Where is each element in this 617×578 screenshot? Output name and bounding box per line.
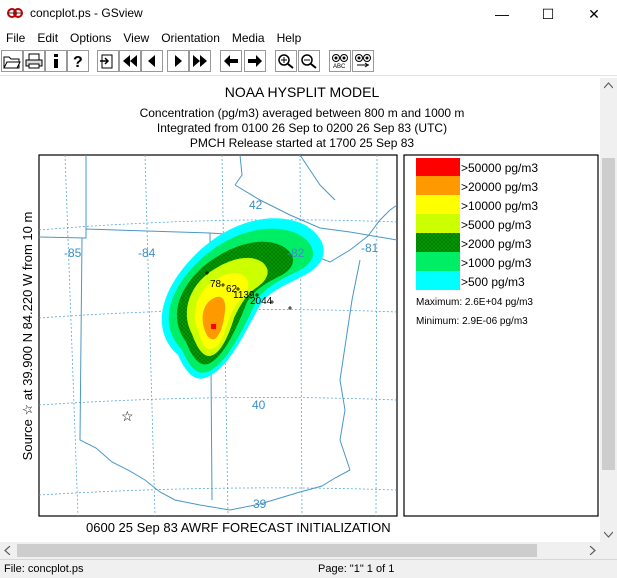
lat-label: 39 bbox=[253, 497, 267, 511]
plot-subtitle-release: PMCH Release started at 1700 25 Sep 83 bbox=[190, 136, 414, 150]
legend-swatch bbox=[416, 176, 460, 195]
close-button[interactable]: ✕ bbox=[588, 5, 600, 22]
scroll-down-icon[interactable] bbox=[604, 530, 613, 538]
maximize-button[interactable]: ☐ bbox=[541, 5, 555, 22]
source-star-icon: ☆ bbox=[121, 408, 134, 424]
toolbar: ? ABC bbox=[0, 48, 617, 76]
menu-file[interactable]: File bbox=[6, 31, 26, 45]
document-viewport[interactable]: NOAA HYSPLIT MODEL Concentration (pg/m3)… bbox=[0, 78, 600, 542]
concentration-plume bbox=[161, 218, 324, 379]
legend-label: >1000 pg/m3 bbox=[461, 256, 532, 270]
horizontal-scrollbar[interactable] bbox=[0, 542, 600, 559]
back-icon[interactable] bbox=[220, 50, 242, 72]
print-icon[interactable] bbox=[23, 50, 45, 72]
lon-label: -82 bbox=[287, 246, 305, 260]
help-icon[interactable]: ? bbox=[67, 50, 89, 72]
legend-label: >20000 pg/m3 bbox=[461, 180, 538, 194]
legend-entry: >1000 pg/m3 bbox=[416, 252, 532, 271]
scroll-right-icon[interactable] bbox=[588, 546, 596, 555]
menu-orientation[interactable]: Orientation bbox=[161, 31, 220, 45]
legend-entry: >2000 pg/m3 bbox=[416, 233, 532, 252]
legend-entry: >5000 pg/m3 bbox=[416, 214, 532, 233]
horizontal-scroll-thumb[interactable] bbox=[17, 544, 537, 557]
sampler-label: 62 bbox=[226, 284, 238, 295]
svg-text:?: ? bbox=[73, 54, 83, 69]
plot-subtitle-concentration: Concentration (pg/m3) averaged between 8… bbox=[140, 106, 465, 120]
legend-swatch bbox=[416, 158, 460, 176]
gsview-app-icon[interactable] bbox=[7, 5, 23, 21]
legend-swatch bbox=[416, 195, 460, 214]
info-icon[interactable] bbox=[45, 50, 67, 72]
find-next-icon[interactable] bbox=[352, 50, 374, 72]
legend-entry: >10000 pg/m3 bbox=[416, 195, 538, 214]
lon-label: -81 bbox=[361, 241, 379, 255]
svg-text:ABC: ABC bbox=[333, 64, 346, 69]
legend-swatch bbox=[416, 214, 460, 233]
window-title: concplot.ps - GSview bbox=[30, 6, 143, 20]
vertical-scrollbar[interactable] bbox=[600, 78, 617, 542]
goto-page-icon[interactable] bbox=[97, 50, 119, 72]
maximum-label: Maximum: 2.6E+04 pg/m3 bbox=[416, 297, 533, 308]
menu-edit[interactable]: Edit bbox=[37, 31, 59, 45]
hysplit-plot: NOAA HYSPLIT MODEL Concentration (pg/m3)… bbox=[20, 84, 599, 535]
sampler-label: 78 bbox=[210, 279, 222, 290]
scroll-left-icon[interactable] bbox=[4, 546, 12, 555]
lon-label: -84 bbox=[138, 246, 156, 260]
find-icon[interactable]: ABC bbox=[329, 50, 351, 72]
menu-help[interactable]: Help bbox=[276, 31, 302, 45]
sampler-label: 2044 bbox=[250, 296, 273, 307]
status-file: File: concplot.ps bbox=[4, 563, 84, 575]
legend-label: >2000 pg/m3 bbox=[461, 237, 532, 251]
zoom-out-icon[interactable] bbox=[298, 50, 320, 72]
legend: >50000 pg/m3 >20000 pg/m3 >10000 pg/m3 >… bbox=[416, 158, 538, 327]
minimize-button[interactable]: — bbox=[495, 6, 509, 22]
plot-subtitle-integrated: Integrated from 0100 26 Sep to 0200 26 S… bbox=[157, 121, 447, 135]
vertical-scroll-thumb[interactable] bbox=[602, 158, 615, 470]
legend-entry: >50000 pg/m3 bbox=[416, 158, 538, 176]
sampler-labels: 78 62 1139 2044 bbox=[210, 279, 273, 307]
menu-bar: File Edit Options View Orientation Media… bbox=[0, 28, 617, 48]
first-page-icon[interactable] bbox=[119, 50, 141, 72]
next-page-icon[interactable] bbox=[167, 50, 189, 72]
legend-label: >10000 pg/m3 bbox=[461, 199, 538, 213]
title-bar: concplot.ps - GSview — ☐ ✕ bbox=[0, 0, 617, 28]
source-location-label: Source ☆ at 39.900 N 84.220 W from 10 m bbox=[20, 212, 35, 461]
legend-label: >5000 pg/m3 bbox=[461, 218, 532, 232]
scroll-up-icon[interactable] bbox=[604, 82, 613, 90]
previous-page-icon[interactable] bbox=[141, 50, 163, 72]
last-page-icon[interactable] bbox=[189, 50, 211, 72]
scrollbar-corner bbox=[600, 542, 617, 559]
zoom-in-icon[interactable] bbox=[275, 50, 297, 72]
status-bar: File: concplot.ps Page: "1" 1 of 1 bbox=[0, 559, 617, 578]
open-icon[interactable] bbox=[1, 50, 23, 72]
legend-entry: >20000 pg/m3 bbox=[416, 176, 538, 195]
minimum-label: Minimum: 2.9E-06 pg/m3 bbox=[416, 316, 528, 327]
legend-label: >500 pg/m3 bbox=[461, 275, 525, 289]
lon-label: -85 bbox=[64, 246, 82, 260]
plot-title: NOAA HYSPLIT MODEL bbox=[225, 84, 380, 100]
sampler-label: 1139 bbox=[233, 290, 255, 301]
menu-options[interactable]: Options bbox=[70, 31, 112, 45]
grid-labels: -85 -84 -82 -81 42 40 39 bbox=[64, 198, 379, 511]
sampler-markers bbox=[205, 271, 292, 310]
legend-label: >50000 pg/m3 bbox=[461, 161, 538, 175]
forecast-label: 0600 25 Sep 83 AWRF FORECAST INITIALIZAT… bbox=[86, 520, 391, 535]
legend-entry: >500 pg/m3 bbox=[416, 271, 525, 290]
menu-media[interactable]: Media bbox=[231, 31, 265, 45]
status-page: Page: "1" 1 of 1 bbox=[318, 563, 395, 575]
legend-swatch bbox=[416, 271, 460, 290]
lat-label: 40 bbox=[252, 398, 266, 412]
legend-swatch bbox=[416, 252, 460, 271]
lat-label: 42 bbox=[249, 198, 263, 212]
menu-view[interactable]: View bbox=[123, 31, 150, 45]
forward-icon[interactable] bbox=[244, 50, 266, 72]
